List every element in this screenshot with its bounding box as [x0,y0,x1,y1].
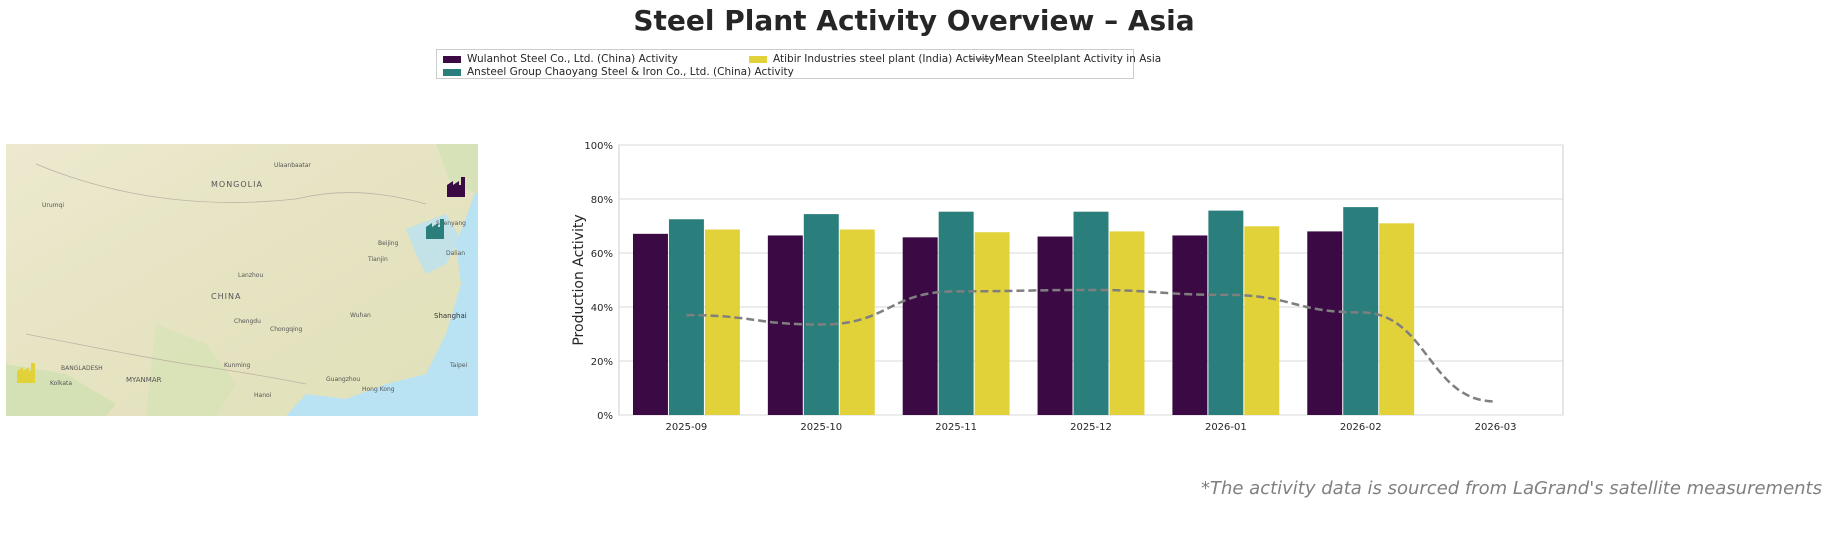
y-tick-label: 60% [591,249,613,260]
map-label: Tianjin [368,256,388,263]
bar-1-2025-11 [938,211,974,415]
legend-swatch [443,55,461,63]
y-ticks: 0% 20% 40% 60% 80% 100% [584,141,613,422]
factory-icon-wulanhot [447,177,465,197]
legend-label: Atibir Industries steel plant (India) Ac… [773,53,995,65]
bar-0-2026-01 [1172,235,1208,415]
map-label: Lanzhou [238,272,264,279]
bar-1-2026-02 [1343,207,1379,415]
y-tick-label: 0% [597,411,613,422]
bar-0-2025-12 [1037,236,1073,415]
bar-1-2025-12 [1073,211,1109,415]
mean-line-path [686,288,1496,403]
y-tick-label: 20% [591,357,613,368]
legend-label: Wulanhot Steel Co., Ltd. (China) Activit… [467,53,678,65]
bar-0-2026-02 [1307,231,1343,415]
asia-map: MONGOLIA CHINA MYANMAR BANGLADESH Ulaanb… [6,144,478,416]
map-label: Dalian [446,250,466,257]
legend-item-ansteel: Ansteel Group Chaoyang Steel & Iron Co.,… [443,66,794,78]
legend-item-mean: Mean Steelplant Activity in Asia [969,53,1161,65]
map-label: Ulaanbaatar [274,162,311,169]
bar-1-2026-01 [1208,210,1244,415]
x-tick-label: 2025-10 [800,422,842,433]
legend-label: Ansteel Group Chaoyang Steel & Iron Co.,… [467,66,794,78]
map-label: Guangzhou [326,376,361,383]
map-background [6,144,478,416]
map-label: Chengdu [234,318,261,325]
legend-item-atibir: Atibir Industries steel plant (India) Ac… [749,53,995,65]
legend-item-wulanhot: Wulanhot Steel Co., Ltd. (China) Activit… [443,53,678,65]
bar-2-2025-09 [704,229,740,415]
factory-icon-atibir [17,363,35,383]
legend-dash [969,58,989,60]
bar-0-2025-09 [632,233,668,415]
map-label: BANGLADESH [61,365,103,372]
legend-label: Mean Steelplant Activity in Asia [995,53,1162,65]
bar-1-2025-10 [803,214,839,415]
map-label: Chongqing [270,326,303,333]
bar-2-2026-02 [1379,223,1415,415]
map-label: MYANMAR [126,376,162,384]
map-label: Shenyang [436,220,466,227]
chart-title: Steel Plant Activity Overview – Asia [633,4,1195,37]
x-tick-label: 2025-11 [935,422,977,433]
bar-chart: 0% 20% 40% 60% 80% 100% 2025-09 2025-10 2025-11… [571,141,1564,433]
bar-2-2026-01 [1244,226,1280,415]
legend-swatch [749,55,767,63]
y-tick-label: 80% [591,195,613,206]
y-tick-label: 100% [584,141,613,152]
x-tick-label: 2026-02 [1340,422,1382,433]
legend: Wulanhot Steel Co., Ltd. (China) Activit… [436,49,1161,79]
map-label: MONGOLIA [211,180,263,189]
map-label: Urumqi [42,202,64,209]
x-tick-label: 2026-01 [1205,422,1247,433]
map-label: Hanoi [254,392,272,399]
bar-1-2025-09 [668,219,704,415]
x-ticks: 2025-09 2025-10 2025-11 2025-12 2026-01 2026-… [666,422,1517,433]
x-tick-label: 2026-03 [1475,422,1517,433]
x-tick-label: 2025-12 [1070,422,1112,433]
map-label: Wuhan [350,312,371,319]
map-label-shanghai: Shanghai [434,312,467,320]
map-label: Kunming [224,362,251,369]
x-tick-label: 2025-09 [666,422,708,433]
bar-2-2025-11 [974,232,1010,415]
map-label: Taipei [450,362,468,369]
map-label: Kolkata [50,380,73,387]
map-label: CHINA [211,292,242,301]
bar-0-2025-11 [902,237,938,415]
map-label: Beijing [378,240,399,247]
map-label: Hong Kong [362,386,395,393]
bar-2-2025-12 [1109,231,1145,415]
legend-swatch [443,68,461,76]
factory-icon-chaoyang [426,219,444,239]
bars [632,207,1415,415]
footnote: *The activity data is sourced from LaGra… [1200,478,1822,499]
y-axis-label: Production Activity [571,214,587,345]
mean-line [686,288,1496,403]
y-tick-label: 40% [591,303,613,314]
